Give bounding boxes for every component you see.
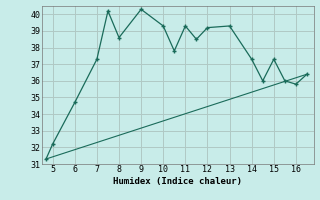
X-axis label: Humidex (Indice chaleur): Humidex (Indice chaleur) [113,177,242,186]
